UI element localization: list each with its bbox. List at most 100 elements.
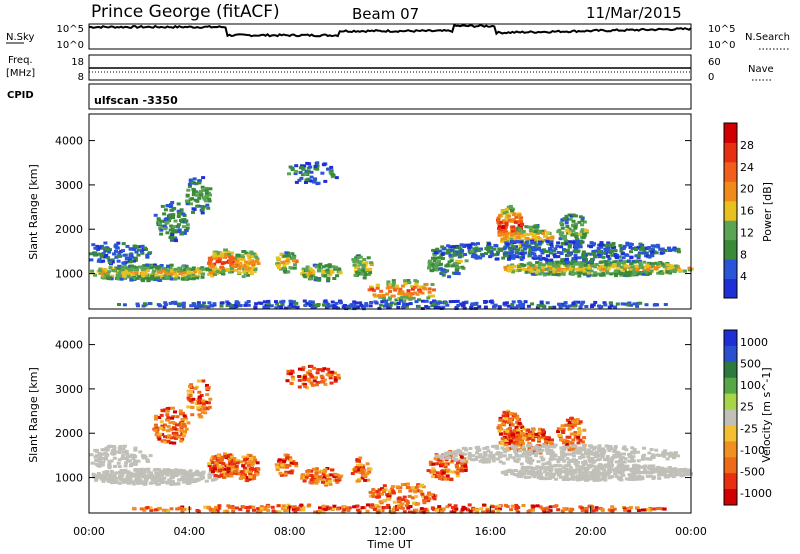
power-cell-17-390 bbox=[341, 305, 346, 309]
vel-cell-16-266 bbox=[627, 459, 632, 463]
power-cell-3-9 bbox=[189, 202, 193, 206]
power-cell-11-97 bbox=[448, 255, 453, 259]
power-cell-14-27 bbox=[560, 223, 565, 227]
power-cell-0-252 bbox=[163, 267, 168, 271]
vel-cell-15-325 bbox=[575, 478, 580, 482]
vel-cell-0-381 bbox=[179, 470, 184, 474]
power-cell-17-237 bbox=[454, 305, 459, 309]
power-cell-4-120 bbox=[228, 259, 233, 263]
vel-cell-15-454 bbox=[518, 473, 523, 477]
power-cell-13-51 bbox=[525, 233, 530, 237]
power-cell-17-416 bbox=[599, 305, 604, 309]
vel-cell-9-58 bbox=[322, 367, 327, 371]
nsearch-tick-high: 10^5 bbox=[708, 24, 735, 35]
vel-cell-16-247 bbox=[501, 461, 506, 465]
vel-cell-5-89 bbox=[245, 479, 250, 483]
vel-cell-15-503 bbox=[660, 466, 664, 470]
power-cell-0-378 bbox=[180, 277, 185, 281]
power-cell-1-126 bbox=[129, 259, 134, 263]
vel-cell-15-498 bbox=[588, 473, 593, 477]
vel-cell-5-63 bbox=[235, 472, 240, 476]
power-cell-14-99 bbox=[560, 235, 565, 239]
power-cell-0-332 bbox=[129, 264, 134, 268]
vel-cell-3-57 bbox=[200, 410, 205, 414]
power-cell-15-477 bbox=[627, 273, 632, 277]
power-cell-3-39 bbox=[197, 191, 202, 195]
power-cell-0-306 bbox=[122, 264, 127, 268]
vel-cell-0-339 bbox=[169, 470, 174, 474]
vel-cell-15-118 bbox=[651, 466, 656, 470]
power-cell-15-560 bbox=[598, 260, 603, 264]
power-cell-15-517 bbox=[561, 260, 566, 264]
vel-cell-12-170 bbox=[517, 421, 522, 425]
vel-cell-15-485 bbox=[619, 463, 624, 467]
power-cell-2-78 bbox=[169, 237, 174, 241]
vel-cell-0-390 bbox=[125, 475, 130, 479]
vel-cell-9-23 bbox=[329, 381, 334, 385]
power-colorbar-swatch-1 bbox=[724, 259, 737, 280]
cpid-value: ulfscan -3350 bbox=[94, 94, 178, 107]
vel-cell-5-88 bbox=[240, 473, 244, 477]
power-cell-15-122 bbox=[618, 259, 623, 263]
power-cell-12-165 bbox=[501, 226, 506, 230]
vel-cell-5-60 bbox=[251, 455, 256, 459]
vel-cell-5-100 bbox=[241, 476, 246, 480]
power-cell-17-217 bbox=[567, 304, 572, 308]
vel-cell-16-220 bbox=[605, 455, 610, 458]
power-cell-0-17 bbox=[126, 269, 131, 273]
power-cell-16-327 bbox=[532, 248, 536, 252]
vel-cell-1-79 bbox=[110, 451, 115, 455]
vel-cell-14-61 bbox=[560, 429, 565, 433]
vel-cell-15-428 bbox=[621, 468, 626, 472]
power-cell-7-21 bbox=[328, 273, 333, 277]
vel-cell-8-56 bbox=[360, 471, 365, 475]
vel-cell-12-144 bbox=[498, 418, 503, 422]
vel-cell-0-139 bbox=[182, 477, 187, 481]
vel-cell-15-477 bbox=[563, 464, 568, 468]
vel-cell-1-13 bbox=[100, 463, 105, 467]
power-cell-13-50 bbox=[536, 236, 540, 240]
vel-cell-4-82 bbox=[214, 461, 219, 465]
vel-cell-14-66 bbox=[575, 418, 580, 422]
vel-cell-0-202 bbox=[160, 478, 165, 482]
vel-cell-2-116 bbox=[171, 415, 176, 419]
vel-cell-16-326 bbox=[459, 451, 464, 455]
power-cell-7-94 bbox=[311, 271, 316, 275]
vel-cell-11-118 bbox=[449, 477, 454, 481]
power-cell-11-50 bbox=[438, 254, 443, 258]
vel-cell-10-110 bbox=[400, 483, 405, 487]
power-cell-15-66 bbox=[627, 264, 632, 268]
vel-cell-16-208 bbox=[480, 458, 485, 462]
power-cell-17-411 bbox=[196, 303, 201, 307]
vel-cell-16-185 bbox=[521, 452, 526, 456]
vel-cell-11-105 bbox=[430, 475, 435, 479]
power-cell-7-80 bbox=[325, 268, 330, 272]
power-cell-0-381 bbox=[103, 268, 108, 272]
power-cell-0-125 bbox=[170, 272, 175, 276]
power-cell-6-28 bbox=[284, 254, 289, 258]
power-cell-17-120 bbox=[414, 300, 419, 304]
vel-cell-14-91 bbox=[570, 441, 575, 445]
vel-cell-16-85 bbox=[561, 445, 566, 449]
vel-cell-12-147 bbox=[500, 422, 505, 426]
power-cell-15-359 bbox=[609, 272, 613, 276]
power-cell-14-100 bbox=[575, 238, 580, 242]
vel-cell-10-115 bbox=[375, 495, 380, 499]
power-cell-9-18 bbox=[297, 178, 302, 182]
vel-cell-10-105 bbox=[371, 495, 376, 498]
vel-cell-16-230 bbox=[482, 451, 487, 454]
vel-cell-0-396 bbox=[127, 473, 132, 476]
power-cell-16-303 bbox=[591, 250, 596, 253]
power-cell-16-338 bbox=[478, 256, 483, 260]
vel-cell-14-14 bbox=[576, 437, 581, 441]
vel-cell-11-67 bbox=[436, 460, 441, 464]
power-cell-12-133 bbox=[510, 209, 514, 213]
power-cell-9-61 bbox=[309, 179, 314, 183]
power-cell-2-89 bbox=[171, 216, 176, 219]
vel-cell-15-152 bbox=[603, 475, 607, 479]
power-cell-16-166 bbox=[634, 246, 638, 250]
vel-cell-10-92 bbox=[416, 489, 421, 493]
power-cell-15-332 bbox=[638, 261, 642, 265]
power-cell-11-23 bbox=[449, 259, 454, 263]
vel-cell-15-359 bbox=[651, 464, 656, 468]
